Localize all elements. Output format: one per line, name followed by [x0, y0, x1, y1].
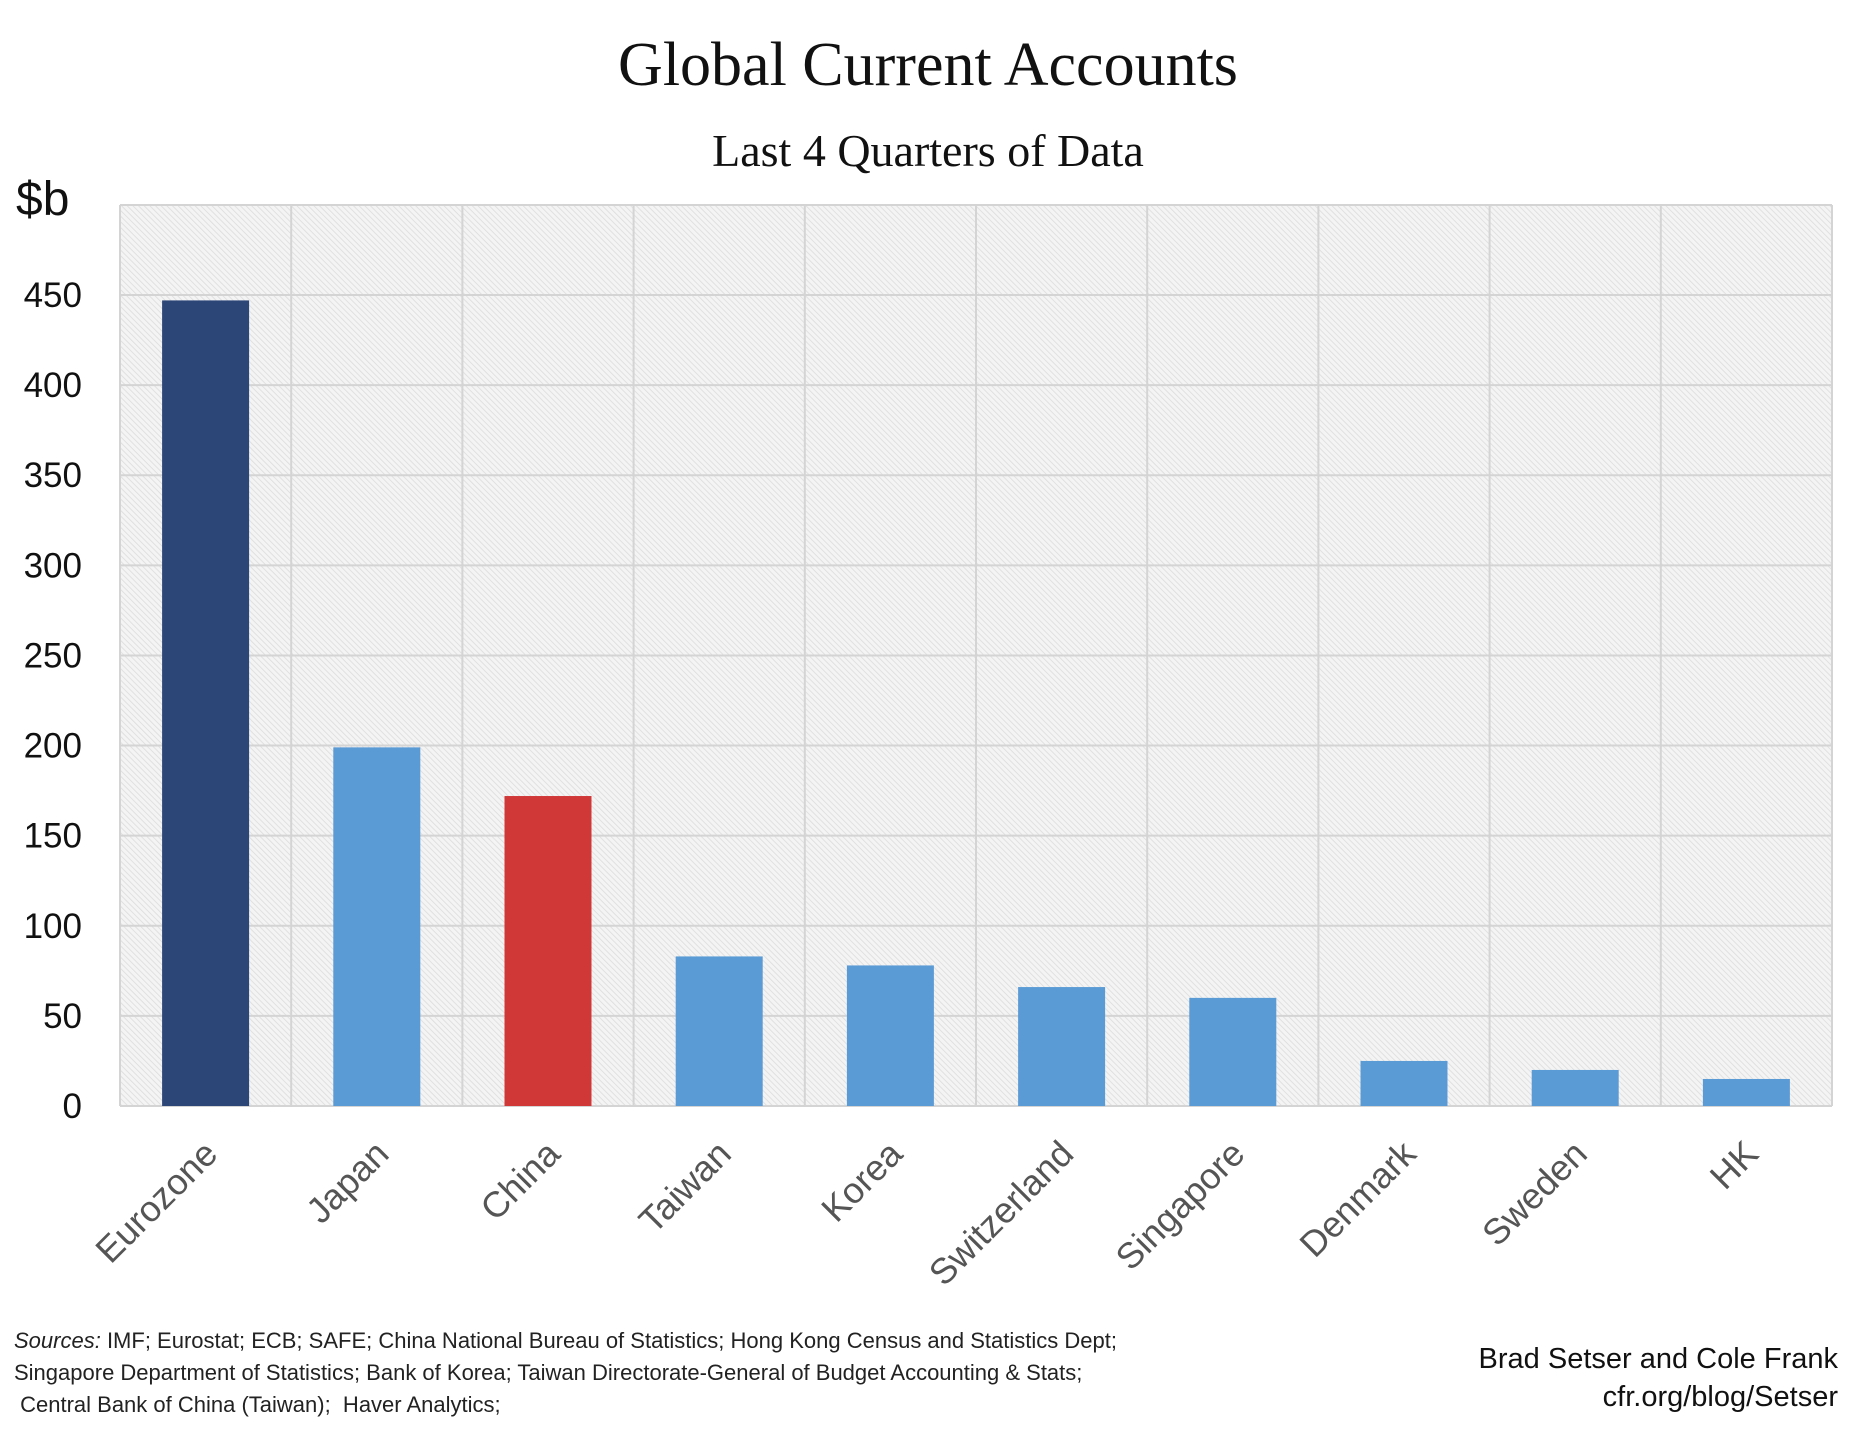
x-tick-label: Singapore	[1107, 1133, 1252, 1278]
credit: Brad Setser and Cole Frank cfr.org/blog/…	[1479, 1340, 1838, 1416]
x-tick-label: Korea	[813, 1132, 911, 1230]
chart-title: Global Current Accounts	[618, 31, 1238, 99]
sources-line: Central Bank of China (Taiwan); Haver An…	[14, 1392, 501, 1417]
y-tick-label: 50	[43, 997, 82, 1036]
bar-hk	[1702, 1078, 1790, 1106]
x-tick-label: Eurozone	[87, 1133, 225, 1271]
bar-japan	[333, 747, 421, 1106]
x-tick-label: Switzerland	[921, 1133, 1082, 1294]
bar-sweden	[1531, 1069, 1619, 1106]
sources-line: IMF; Eurostat; ECB; SAFE; China National…	[100, 1328, 1117, 1353]
x-tick-label: Sweden	[1474, 1133, 1595, 1254]
y-axis-unit-label: $b	[16, 173, 70, 226]
y-tick-label: 300	[24, 546, 82, 585]
chart-subtitle: Last 4 Quarters of Data	[712, 125, 1144, 176]
y-tick-label: 250	[24, 636, 82, 675]
bar-singapore	[1189, 997, 1277, 1106]
bar-switzerland	[1018, 987, 1106, 1106]
sources-line: Singapore Department of Statistics; Bank…	[14, 1360, 1083, 1385]
sources-label: Sources:	[14, 1328, 101, 1353]
y-tick-label: 150	[24, 817, 82, 856]
x-tick-label: Taiwan	[631, 1133, 739, 1241]
x-tick-label: Japan	[298, 1133, 396, 1231]
y-tick-label: 350	[24, 456, 82, 495]
y-tick-label: 100	[24, 907, 82, 946]
credit-url: cfr.org/blog/Setser	[1602, 1381, 1838, 1413]
x-tick-label: China	[472, 1132, 568, 1228]
bar-eurozone	[162, 300, 250, 1106]
x-tick-label: HK	[1702, 1133, 1766, 1197]
x-tick-label: Denmark	[1291, 1132, 1424, 1265]
y-tick-label: 0	[63, 1087, 82, 1126]
credit-authors: Brad Setser and Cole Frank	[1478, 1343, 1838, 1375]
y-tick-label: 400	[24, 366, 82, 405]
bar-denmark	[1360, 1060, 1448, 1106]
sources-note: Sources: IMF; Eurostat; ECB; SAFE; China…	[14, 1325, 1117, 1421]
bar-korea	[846, 965, 934, 1106]
y-tick-label: 450	[24, 276, 82, 315]
y-tick-label: 200	[24, 727, 82, 766]
bar-china	[504, 796, 592, 1106]
bar-taiwan	[675, 956, 763, 1106]
